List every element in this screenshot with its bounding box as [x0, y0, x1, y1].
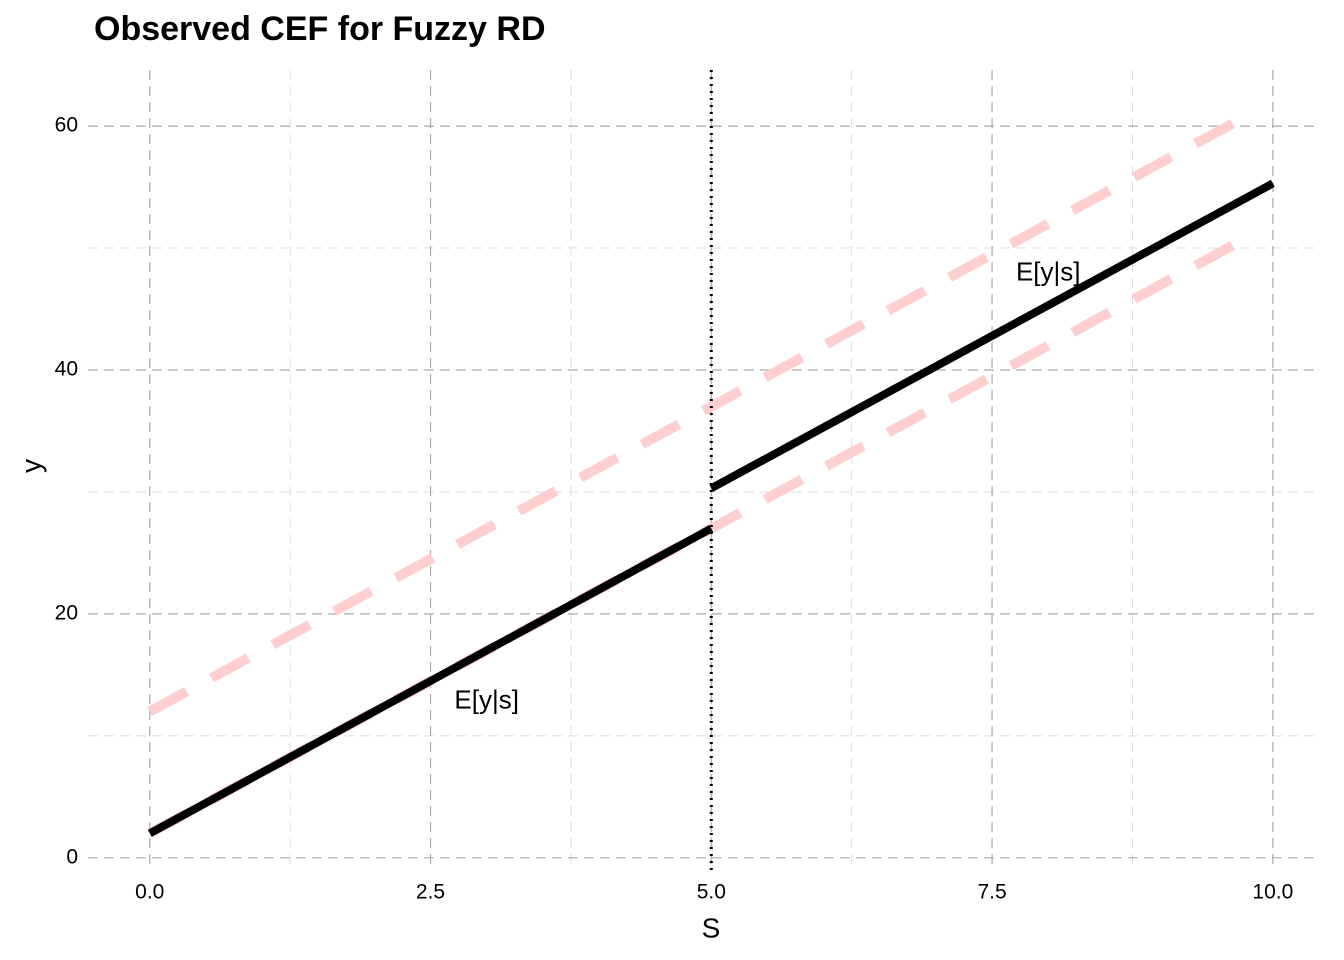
y-axis-label: y	[15, 459, 46, 473]
x-axis-label: S	[702, 912, 721, 943]
x-tick-label: 5.0	[697, 881, 726, 904]
annotation: E[y|s]	[1016, 257, 1081, 287]
y-tick-label: 20	[55, 601, 78, 624]
cef-line	[147, 525, 714, 837]
annotation: E[y|s]	[454, 685, 519, 715]
x-tick-label: 0.0	[135, 881, 164, 904]
x-tick-label: 10.0	[1252, 881, 1293, 904]
y-tick-label: 60	[55, 114, 78, 137]
y-tick-label: 0	[66, 845, 78, 868]
x-tick-label: 2.5	[416, 881, 445, 904]
dashed-line	[147, 109, 1253, 716]
y-tick-label: 40	[55, 358, 78, 381]
x-tick-label: 7.5	[977, 881, 1006, 904]
chart-title: Observed CEF for Fuzzy RD	[94, 10, 546, 48]
cef-line	[709, 179, 1275, 492]
